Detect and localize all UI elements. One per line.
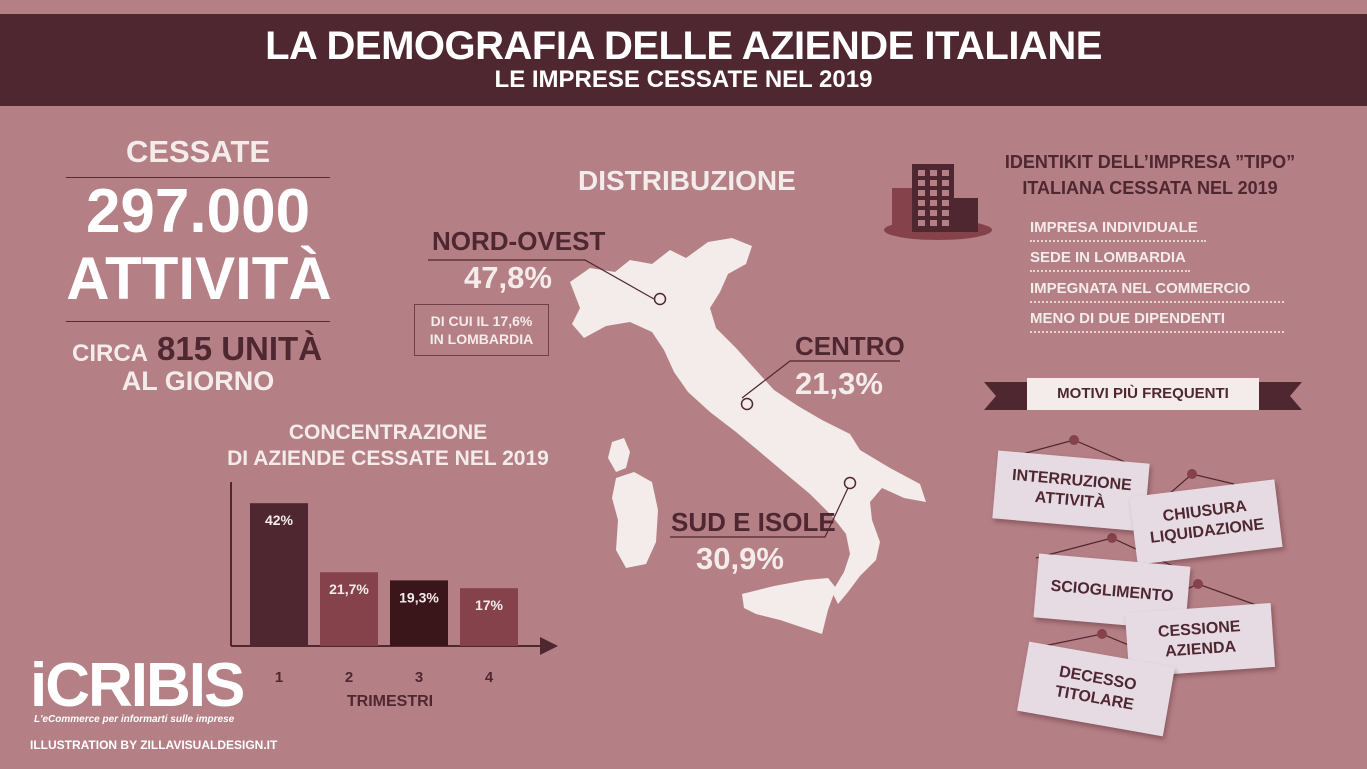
identikit-item: SEDE IN LOMBARDIA	[1030, 249, 1190, 272]
circa-label: CIRCA	[72, 340, 148, 367]
sud-callout-line	[670, 487, 849, 538]
x-tick-label: 4	[485, 669, 494, 686]
motivo-sign: INTERRUZIONE ATTIVITÀ	[992, 450, 1150, 532]
motivo-text: AZIENDA	[1164, 638, 1237, 661]
cessate-label: CESSATE	[125, 134, 271, 169]
motivi-title: MOTIVI PIÙ FREQUENTI	[1027, 378, 1259, 410]
building-window	[918, 170, 925, 176]
building-window	[930, 220, 937, 226]
region-pct-sud-isole: 30,9%	[696, 541, 784, 576]
motivo-text: SCIOGLIMENTO	[1049, 577, 1175, 606]
building-window	[930, 200, 937, 206]
pin-icon	[1097, 629, 1107, 639]
lombardia-note-line-2: IN LOMBARDIA	[429, 331, 534, 347]
page-title: LA DEMOGRAFIA DELLE AZIENDE ITALIANE	[265, 24, 1102, 68]
building-window	[918, 200, 925, 206]
pin-icon	[1193, 579, 1203, 589]
building-window	[942, 190, 949, 196]
bar-chart: 42% 1 21,7% 2 19,3% 3 17% 4 TRIMESTRI	[230, 482, 558, 710]
chart-title-line-2: DI AZIENDE CESSATE NEL 2019	[227, 447, 549, 470]
building-window	[918, 220, 925, 226]
sardinia-shape	[612, 472, 658, 568]
ribbon-left	[984, 382, 1034, 410]
identikit-title-line-1: IDENTIKIT DELL’IMPRESA ”TIPO”	[1004, 152, 1296, 172]
motivi-ribbon	[984, 382, 1302, 410]
building-window	[942, 170, 949, 176]
lombardia-note-line-1: DI CUI IL 17,6%	[430, 313, 533, 329]
lombardia-note: DI CUI IL 17,6% IN LOMBARDIA	[414, 304, 549, 356]
corsica-shape	[608, 438, 630, 472]
total-unit: ATTIVITÀ	[66, 245, 332, 312]
identikit-title-line-2: ITALIANA CESSATA NEL 2019	[1022, 178, 1278, 198]
header-band	[0, 14, 1367, 106]
region-name-sud-isole: SUD E ISOLE	[671, 507, 836, 537]
page-subtitle: LE IMPRESE CESSATE NEL 2019	[494, 66, 873, 93]
distribuzione-title: DISTRIBUZIONE	[578, 165, 796, 196]
identikit-item: IMPRESA INDIVIDUALE	[1030, 219, 1206, 242]
pin-icon	[1107, 533, 1117, 543]
bar-q4	[460, 588, 518, 646]
cribis-logo: iCRIBIS	[30, 651, 245, 720]
total-number: 297.000	[85, 177, 311, 246]
building-window	[918, 180, 925, 186]
bar-q1	[250, 503, 308, 646]
bar-value-label: 42%	[265, 512, 294, 528]
sud-marker	[843, 476, 857, 490]
building-window	[918, 190, 925, 196]
identikit-title: IDENTIKIT DELL’IMPRESA ”TIPO” ITALIANA C…	[995, 149, 1305, 201]
building-window	[918, 210, 925, 216]
x-axis-title: TRIMESTRI	[347, 693, 433, 710]
x-tick-label: 2	[345, 669, 353, 686]
building-icon	[884, 164, 992, 240]
centro-callout-line	[741, 360, 900, 399]
building-window	[930, 190, 937, 196]
divider	[66, 177, 330, 178]
pin-icon	[1187, 469, 1197, 479]
ribbon-right	[1254, 382, 1302, 410]
bar-q3	[390, 580, 448, 646]
x-axis-arrow	[540, 637, 558, 655]
x-tick-label: 1	[275, 669, 283, 686]
building-window	[942, 220, 949, 226]
building-window	[930, 210, 937, 216]
al-giorno-label: AL GIORNO	[121, 366, 275, 396]
per-day-value: 815 UNITÀ	[157, 330, 323, 367]
nord-ovest-callout-line	[428, 259, 655, 300]
building-window	[942, 180, 949, 186]
logo-tagline: L'eCommerce per informarti sulle imprese	[34, 714, 235, 725]
building-window	[942, 200, 949, 206]
bar-value-label: 17%	[475, 597, 504, 613]
bar-q2	[320, 572, 378, 646]
chart-title-line-1: CONCENTRAZIONE	[288, 421, 488, 444]
building-window	[930, 180, 937, 186]
building-window	[930, 170, 937, 176]
nord-ovest-marker	[653, 292, 667, 306]
illustration-credit: ILLUSTRATION BY ZILLAVISUALDESIGN.IT	[30, 738, 278, 752]
building-annex	[954, 198, 978, 232]
bar-value-label: 19,3%	[399, 589, 439, 605]
building-window	[942, 210, 949, 216]
pin-icon	[1069, 435, 1079, 445]
bar-value-label: 21,7%	[329, 581, 369, 597]
centro-marker	[740, 397, 754, 411]
identikit-item: IMPEGNATA NEL COMMERCIO	[1030, 280, 1284, 303]
region-name-nord-ovest: NORD-OVEST	[432, 226, 606, 256]
region-pct-centro: 21,3%	[795, 366, 883, 401]
sicily-shape	[742, 578, 836, 634]
divider	[66, 321, 330, 322]
x-tick-label: 3	[415, 669, 423, 686]
identikit-item: MENO DI DUE DIPENDENTI	[1030, 310, 1284, 333]
callout-lines	[428, 259, 900, 538]
region-name-centro: CENTRO	[795, 331, 905, 361]
region-pct-nord-ovest: 47,8%	[464, 260, 552, 295]
chart-title: CONCENTRAZIONE DI AZIENDE CESSATE NEL 20…	[218, 420, 558, 472]
